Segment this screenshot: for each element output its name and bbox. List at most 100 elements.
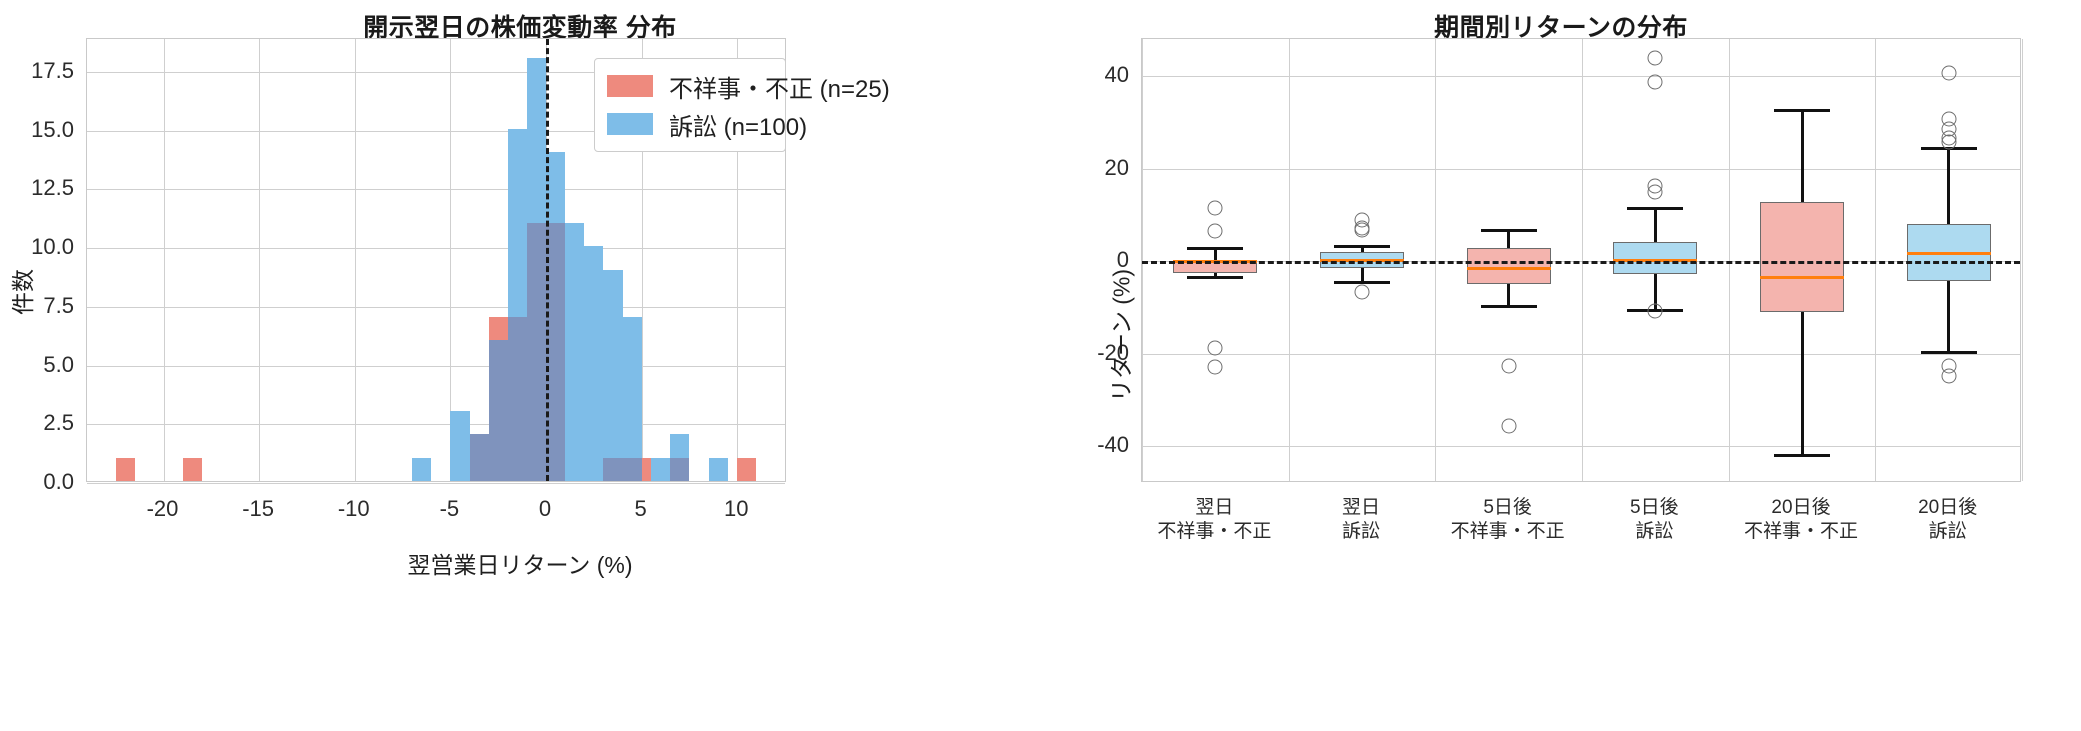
gridline-y-6 [87,130,785,132]
histogram-y-tick-7: 17.5 [31,57,74,83]
boxplot-x-tick-3: 5日後 訴訟 [1630,496,1679,544]
boxplot-gridline-y-3 [1142,168,2020,170]
cap-lower-4 [1774,453,1830,457]
outlier-3-1 [1647,74,1663,90]
gridline-y-1 [87,424,785,426]
boxplot-item-1[interactable] [1142,39,2022,483]
histogram-x-tick-6: 10 [724,496,749,521]
hist-bar-0-misconduct [115,457,135,481]
boxplot-x-tick-5: 20日後 訴訟 [1918,496,1977,544]
outlier-0-2 [1207,340,1223,356]
boxplot-item-2[interactable] [1142,39,2022,483]
boxplot-y-tick-1: -20 [1097,339,1129,365]
gridline-x-1 [259,39,261,481]
gridline-x-2 [354,39,356,481]
median-line-1 [1320,259,1404,263]
cap-lower-1 [1334,280,1390,284]
box-body-4[interactable] [1760,201,1844,312]
outlier-1-3 [1354,284,1370,300]
outlier-0-3 [1207,359,1223,375]
hist-bar-8-top [622,316,642,481]
boxplot-title: 期間別リターンの分布 [1434,14,1688,42]
whisker-lower-5 [1947,280,1951,353]
median-line-3 [1613,258,1698,262]
gridline-y-2 [87,365,785,367]
boxplot-x-tick-period-2: 5日後 [1483,497,1532,518]
whisker-upper-0 [1213,248,1217,262]
cap-lower-2 [1480,305,1537,309]
hist-bar-2-overlap [469,434,489,481]
hist-bar-15-lawsuit [584,246,604,481]
histogram-y-tick-0: 0.0 [43,469,74,494]
whisker-lower-1 [1360,268,1364,283]
boxplot-plot-area [1141,38,2023,483]
hist-bar-17-lawsuit [708,457,728,481]
legend-item-lawsuit[interactable]: 訴訟 (n=100) [607,105,807,143]
hist-bar-14-lawsuit [565,222,585,481]
boxplot-x-tick-category-4: 不祥事・不正 [1743,520,1859,542]
histogram-y-tick-6: 15.0 [31,116,74,142]
legend-swatch-lawsuit-icon [607,113,653,135]
box-body-2[interactable] [1466,247,1551,284]
histogram-x-tick-2: -10 [337,496,370,521]
histogram-x-tick-5: 5 [634,496,647,521]
hist-bar-1-misconduct [182,457,202,481]
outlier-3-0 [1647,50,1663,65]
boxplot-x-tick-1: 翌日 訴訟 [1342,496,1380,544]
boxplot-item-5[interactable] [1142,39,2022,483]
gridline-x-6 [737,39,739,481]
cap-upper-4 [1774,108,1830,112]
boxplot-y-tick-3: 20 [1104,154,1129,180]
boxplot-gridline-y-4 [1142,76,2020,77]
cap-upper-0 [1187,247,1244,251]
boxplot-gridline-x-6 [2022,39,2023,481]
hist-bar-4-overlap [507,316,527,481]
outlier-0-0 [1207,200,1223,216]
boxplot-x-tick-category-0: 不祥事・不正 [1157,520,1272,542]
boxplot-x-tick-period-3: 5日後 [1630,497,1679,518]
hist-bar-12-lawsuit [412,457,432,481]
whisker-upper-5 [1947,148,1951,224]
boxplot-item-3[interactable] [1142,39,2022,483]
outlier-5-4 [1941,134,1957,150]
whisker-upper-4 [1800,110,1804,202]
cap-upper-1 [1334,245,1390,249]
outlier-3-3 [1647,184,1663,200]
whisker-upper-3 [1653,208,1657,243]
legend-label-misconduct: 不祥事・不正 (n=25) [669,75,890,103]
outlier-0-1 [1207,223,1223,239]
median-line-2 [1466,266,1551,270]
boxplot-x-tick-4: 20日後 不祥事・不正 [1744,496,1858,544]
cap-lower-5 [1920,350,1977,354]
gridline-y-5 [87,189,785,191]
gridline-y-4 [87,248,785,250]
boxplot-y-axis-label: リターン (%) [1108,269,1135,403]
histogram-legend[interactable]: 不祥事・不正 (n=25) 訴訟 (n=100) [594,58,890,152]
boxplot-gridline-y-0 [1142,446,2020,447]
hist-bar-10-overlap [670,457,690,481]
boxplot-x-tick-0: 翌日 不祥事・不正 [1157,496,1271,544]
hist-bar-3-overlap [488,340,508,481]
box-body-3[interactable] [1613,242,1698,275]
histogram-x-tick-4: 0 [538,496,552,521]
histogram-y-axis-label: 件数 [10,269,36,315]
boxplot-gridline-x-1 [1288,39,1290,481]
boxplot-x-tick-period-1: 翌日 [1341,497,1381,518]
histogram-x-tick-3: -5 [439,496,460,521]
boxplot-item-4[interactable] [1142,39,2022,483]
histogram-y-tick-4: 10.0 [31,234,74,260]
hist-bar-16-lawsuit [651,457,671,481]
histogram-y-tick-2: 5.0 [43,351,74,377]
legend-item-misconduct[interactable]: 不祥事・不正 (n=25) [607,67,890,105]
boxplot-x-tick-category-3: 訴訟 [1635,520,1674,542]
outlier-5-0 [1941,65,1957,81]
boxplot-panel: 期間別リターンの分布 -40 -20 0 20 40 翌日 不祥事・不正 翌日 訴訟 5日後 不祥… [1041,0,2081,731]
legend-label-lawsuit: 訴訟 (n=100) [669,113,808,141]
cap-upper-2 [1480,228,1537,232]
gridline-x-5 [641,39,643,481]
histogram-y-tick-3: 7.5 [43,292,74,318]
median-line-5 [1906,251,1991,255]
legend-swatch-misconduct-icon [607,75,653,97]
boxplot-x-tick-category-1: 訴訟 [1341,520,1381,542]
